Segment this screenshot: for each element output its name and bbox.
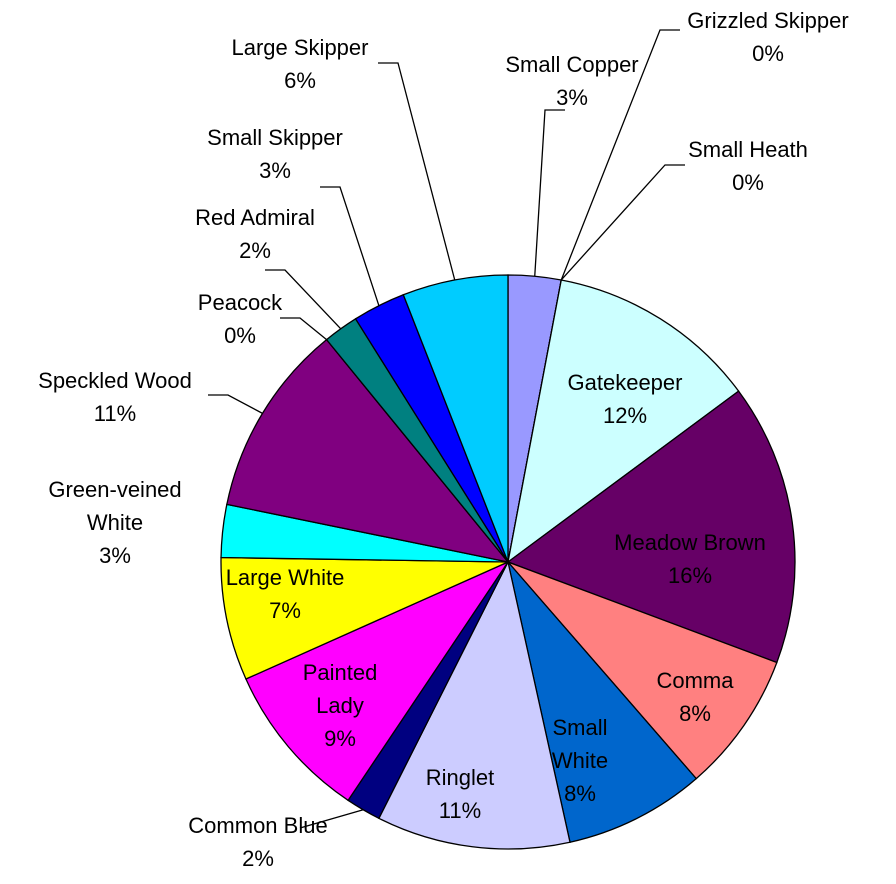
slice-value-label: 3%: [99, 543, 131, 568]
leader-line: [299, 809, 364, 829]
slice-value-label: 0%: [752, 41, 784, 66]
leader-line: [280, 317, 327, 341]
slice-value-label: 11%: [439, 798, 481, 823]
pie-slice: [506, 390, 796, 664]
leader-line: [208, 394, 263, 414]
pie-slice: [245, 560, 510, 802]
slice-value-label: 6%: [284, 68, 316, 93]
leader-line: [560, 29, 680, 281]
slice-value-label: 12%: [603, 403, 647, 428]
pie-slice: [402, 274, 509, 563]
slice-label-line: Large White: [226, 565, 345, 590]
slice-label: Painted Lady: [303, 660, 378, 718]
slice-label-line: Peacock: [198, 290, 283, 315]
slice-value-label: 11%: [94, 401, 136, 426]
slice-label: Small White: [552, 715, 608, 773]
slice-label: Small Copper: [505, 52, 638, 77]
slice-label-line: White: [87, 510, 143, 535]
slice-label-line: Small Copper: [505, 52, 638, 77]
slice-value-label: 0%: [224, 323, 256, 348]
slice-label-line: Common Blue: [188, 813, 327, 838]
slice-value-label: 7%: [269, 598, 301, 623]
pie-slice: [220, 556, 509, 680]
slice-label: Speckled Wood: [38, 368, 192, 393]
slice-label-line: Painted: [303, 660, 378, 685]
slice-label: Small Heath: [688, 137, 808, 162]
slice-label-line: Lady: [316, 693, 364, 718]
pie-slice: [378, 560, 571, 850]
leader-line: [560, 164, 685, 281]
slice-label: Red Admiral: [195, 205, 315, 230]
slice-label: Common Blue: [188, 813, 327, 838]
slice-label: Gatekeeper: [568, 370, 683, 395]
slice-label: Grizzled Skipper: [687, 8, 848, 33]
slice-label-line: Small Skipper: [207, 125, 343, 150]
slice-label: Green-veined White: [48, 477, 181, 535]
slice-label-line: White: [552, 748, 608, 773]
slice-label-line: Grizzled Skipper: [687, 8, 848, 33]
slice-label-line: Large Skipper: [232, 35, 369, 60]
slice-value-label: 2%: [242, 846, 274, 871]
slice-label: Comma: [656, 668, 734, 693]
slice-value-label: 0%: [732, 170, 764, 195]
slice-label-line: Small Heath: [688, 137, 808, 162]
pie-slice: [507, 279, 740, 564]
leader-line: [534, 109, 565, 277]
pie-slice: [507, 561, 778, 780]
slice-label-line: Small: [552, 715, 607, 740]
slice-label: Large White: [226, 565, 345, 590]
slice-value-label: 3%: [259, 158, 291, 183]
slice-label-line: Green-veined: [48, 477, 181, 502]
slice-label-line: Comma: [656, 668, 734, 693]
slice-label-line: Ringlet: [426, 765, 494, 790]
slice-value-label: 3%: [556, 85, 588, 110]
slice-label: Peacock: [198, 290, 283, 315]
pie-slice: [226, 338, 510, 564]
slice-label: Ringlet: [426, 765, 494, 790]
leader-line: [378, 62, 456, 281]
slice-label: Meadow Brown: [614, 530, 766, 555]
slice-label-line: Meadow Brown: [614, 530, 766, 555]
slice-label-line: Red Admiral: [195, 205, 315, 230]
slice-value-label: 8%: [564, 781, 596, 806]
slice-label: Small Skipper: [207, 125, 343, 150]
leader-line: [265, 269, 342, 330]
slice-value-label: 16%: [668, 563, 712, 588]
slice-value-label: 8%: [679, 701, 711, 726]
slice-value-label: 2%: [239, 238, 271, 263]
slice-label: Large Skipper: [232, 35, 369, 60]
slice-label-line: Speckled Wood: [38, 368, 192, 393]
slice-value-label: 9%: [324, 726, 356, 751]
leader-line: [320, 186, 380, 306]
slice-label-line: Gatekeeper: [568, 370, 683, 395]
